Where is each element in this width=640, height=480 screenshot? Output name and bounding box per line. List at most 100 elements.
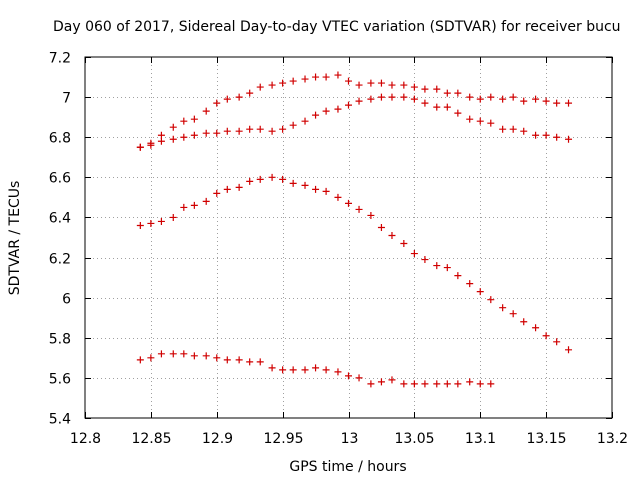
data-point: [289, 121, 297, 129]
data-point: [147, 354, 155, 362]
series-track-4: [136, 350, 495, 388]
data-point: [235, 127, 243, 135]
data-point: [334, 71, 342, 79]
data-point: [532, 95, 540, 103]
data-point: [367, 79, 375, 87]
data-point: [565, 135, 573, 143]
data-point: [400, 93, 408, 101]
data-point: [256, 175, 264, 183]
data-point: [279, 79, 287, 87]
data-point: [345, 77, 352, 85]
data-point: [443, 103, 451, 111]
data-point: [476, 288, 484, 296]
data-point: [466, 93, 474, 101]
data-point: [235, 356, 243, 364]
y-tick-label: 6.8: [49, 131, 71, 147]
data-point: [377, 223, 385, 231]
gridlines: [85, 57, 612, 418]
y-tick-label: 5.6: [49, 372, 71, 388]
data-point: [169, 123, 177, 131]
data-point: [157, 217, 165, 225]
x-tick-label: 12.95: [263, 431, 303, 447]
data-point: [454, 89, 462, 97]
data-point: [499, 304, 507, 312]
data-point: [180, 133, 188, 141]
data-point: [246, 177, 254, 185]
data-point: [388, 376, 396, 384]
data-point: [565, 346, 573, 354]
x-tick-label: 12.85: [131, 431, 171, 447]
data-point: [565, 99, 573, 107]
data-point: [355, 374, 363, 382]
data-point: [509, 93, 517, 101]
data-point: [190, 115, 198, 123]
data-point: [520, 97, 528, 105]
plot-frame: [84, 56, 613, 419]
data-point: [223, 95, 231, 103]
data-point: [520, 318, 528, 326]
data-point: [279, 175, 287, 183]
data-point: [256, 83, 264, 91]
data-point: [377, 378, 385, 386]
data-point: [190, 352, 198, 360]
data-point: [136, 356, 144, 364]
data-point: [466, 115, 474, 123]
data-point: [476, 117, 484, 125]
data-point: [443, 89, 451, 97]
data-point: [509, 125, 517, 133]
data-point: [421, 99, 429, 107]
data-point: [202, 129, 210, 137]
data-point: [268, 81, 276, 89]
chart-title: Day 060 of 2017, Sidereal Day-to-day VTE…: [53, 19, 621, 35]
data-point: [322, 187, 330, 195]
data-point: [289, 77, 297, 85]
x-tick-label: 12.8: [70, 431, 101, 447]
data-point: [542, 97, 550, 105]
data-point: [202, 197, 210, 205]
data-point: [345, 372, 352, 380]
data-point: [157, 350, 165, 358]
data-point: [301, 181, 309, 189]
data-point: [312, 364, 320, 372]
data-point: [553, 338, 561, 346]
data-point: [301, 75, 309, 83]
data-point: [542, 332, 550, 340]
data-point: [345, 101, 352, 109]
data-points: [136, 71, 573, 388]
data-point: [279, 125, 287, 133]
data-point: [487, 93, 495, 101]
data-point: [147, 141, 155, 149]
x-tick-labels: 12.8 12.85 12.9 12.95 13 13.05 13.1 13.15 13.2: [70, 431, 628, 447]
data-point: [355, 81, 363, 89]
data-point: [355, 205, 363, 213]
data-point: [202, 107, 210, 115]
series-track-2: [136, 93, 573, 151]
y-axis-label: SDTVAR / TECUs: [7, 181, 23, 296]
data-point: [169, 350, 177, 358]
data-point: [499, 95, 507, 103]
data-point: [367, 380, 375, 388]
data-point: [180, 350, 188, 358]
data-point: [202, 352, 210, 360]
y-tick-label: 7.2: [49, 51, 71, 67]
data-point: [322, 73, 330, 81]
data-point: [410, 250, 418, 258]
data-point: [421, 380, 429, 388]
data-point: [256, 125, 264, 133]
data-point: [235, 93, 243, 101]
data-point: [223, 127, 231, 135]
data-point: [246, 358, 254, 366]
data-point: [410, 95, 418, 103]
data-point: [213, 99, 221, 107]
data-point: [246, 89, 254, 97]
data-point: [180, 203, 188, 211]
data-point: [433, 85, 441, 93]
data-point: [509, 310, 517, 318]
data-point: [322, 107, 330, 115]
data-point: [355, 97, 363, 105]
data-point: [421, 85, 429, 93]
data-point: [367, 211, 375, 219]
x-tick-label: 13.2: [597, 431, 628, 447]
x-tick-label: 13.05: [394, 431, 434, 447]
data-point: [553, 133, 561, 141]
